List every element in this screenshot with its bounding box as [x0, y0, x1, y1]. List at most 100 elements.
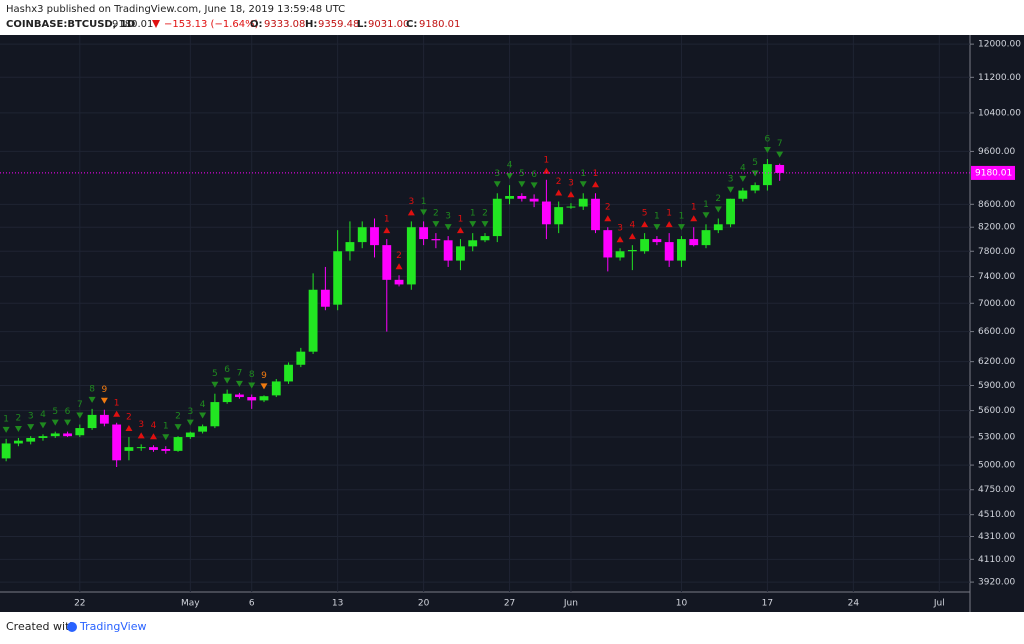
- y-tick-label: 5600.00: [978, 406, 1015, 416]
- x-tick-label: Jun: [563, 599, 578, 609]
- td-count: 5: [212, 369, 218, 379]
- candle-body: [713, 224, 723, 231]
- td-triangle: [149, 433, 157, 440]
- price-label: 9180.01: [975, 168, 1012, 178]
- td-triangle: [137, 432, 145, 439]
- candle-body: [529, 198, 539, 202]
- td-triangle: [751, 170, 759, 177]
- y-tick-label: 9600.00: [978, 147, 1015, 157]
- price-label-bg: [971, 165, 1015, 180]
- td-triangle: [481, 221, 489, 228]
- x-tick-label: 22: [74, 599, 85, 609]
- candle-body: [247, 397, 257, 401]
- td-count: 3: [617, 224, 623, 234]
- td-triangle: [604, 215, 612, 222]
- open-value: 9333.08: [264, 19, 305, 30]
- candle-body: [677, 239, 686, 261]
- td-count: 8: [249, 370, 255, 380]
- x-tick-label: 20: [418, 599, 430, 609]
- td-count: 2: [715, 194, 721, 204]
- last-price: 9180.01: [112, 19, 153, 30]
- candle-body: [394, 279, 404, 285]
- td-triangle: [506, 173, 514, 180]
- td-count: 9: [261, 371, 267, 381]
- candle-body: [738, 190, 748, 199]
- td-count: 1: [593, 169, 599, 179]
- candle-body: [370, 227, 379, 246]
- x-tick-label: 24: [848, 599, 860, 609]
- td-triangle: [714, 206, 722, 213]
- candle-body: [382, 245, 392, 280]
- symbol: COINBASE:BTCUSD, 1D: [6, 19, 135, 30]
- td-count: 5: [52, 407, 58, 417]
- td-triangle: [542, 167, 550, 174]
- y-tick-label: 6200.00: [978, 357, 1015, 367]
- td-triangle: [223, 377, 231, 384]
- y-tick-label: 8600.00: [978, 200, 1015, 210]
- y-tick-label: 4310.00: [978, 532, 1015, 542]
- td-count: 4: [740, 163, 746, 173]
- candle-body: [320, 289, 330, 307]
- td-triangle: [653, 224, 661, 231]
- candle-body: [775, 164, 785, 173]
- td-count: 3: [728, 174, 734, 184]
- td-triangle: [260, 383, 268, 390]
- td-triangle: [162, 434, 170, 441]
- chart-background: [0, 35, 1024, 612]
- td-count: 1: [384, 215, 390, 225]
- y-tick-label: 3920.00: [978, 578, 1015, 588]
- candle-body: [591, 198, 600, 231]
- candle-body: [185, 432, 195, 438]
- td-count: 6: [224, 365, 230, 375]
- td-count: 2: [556, 177, 562, 187]
- candle-body: [333, 251, 343, 305]
- candle-body: [296, 351, 306, 365]
- high-label: H:: [305, 19, 317, 30]
- candle-body: [664, 242, 674, 261]
- td-triangle: [211, 381, 219, 388]
- td-triangle: [616, 236, 624, 243]
- candle-body: [198, 426, 208, 432]
- td-count: 4: [629, 221, 635, 231]
- td-triangle: [64, 419, 72, 426]
- td-count: 1: [544, 155, 550, 165]
- td-triangle: [39, 422, 47, 429]
- td-count: 3: [28, 412, 34, 422]
- x-tick-label: 27: [504, 599, 515, 609]
- candle-body: [161, 449, 171, 451]
- td-count: 1: [580, 169, 586, 179]
- td-count: 4: [507, 161, 513, 171]
- candle-body: [541, 201, 551, 225]
- td-count: 3: [494, 169, 500, 179]
- x-tick-label: 13: [332, 599, 343, 609]
- candle-body: [566, 206, 576, 208]
- candle-body: [701, 230, 711, 246]
- td-count: 2: [605, 203, 611, 213]
- td-triangle: [677, 224, 685, 231]
- footer-brand[interactable]: TradingView: [79, 620, 146, 633]
- td-triangle: [690, 215, 698, 222]
- td-triangle: [579, 181, 587, 188]
- y-tick-label: 11200.00: [978, 73, 1021, 83]
- td-count: 7: [777, 139, 783, 149]
- td-count: 2: [16, 413, 22, 423]
- high-value: 9359.48: [318, 19, 359, 30]
- td-triangle: [407, 209, 415, 216]
- td-count: 2: [175, 412, 181, 422]
- y-tick-label: 5900.00: [978, 381, 1015, 391]
- open-label: O:: [250, 19, 263, 30]
- y-tick-label: 4510.00: [978, 510, 1015, 520]
- td-triangle: [174, 424, 182, 431]
- td-count: 3: [568, 179, 574, 189]
- candle-body: [222, 393, 232, 403]
- td-triangle: [702, 212, 710, 219]
- candle-body: [63, 433, 72, 437]
- td-count: 1: [679, 212, 685, 222]
- td-triangle: [235, 380, 243, 387]
- candle-body: [1, 443, 11, 459]
- td-count: 8: [89, 384, 95, 394]
- candle-body: [517, 195, 527, 199]
- td-count: 7: [237, 368, 243, 378]
- candle-body: [443, 240, 453, 261]
